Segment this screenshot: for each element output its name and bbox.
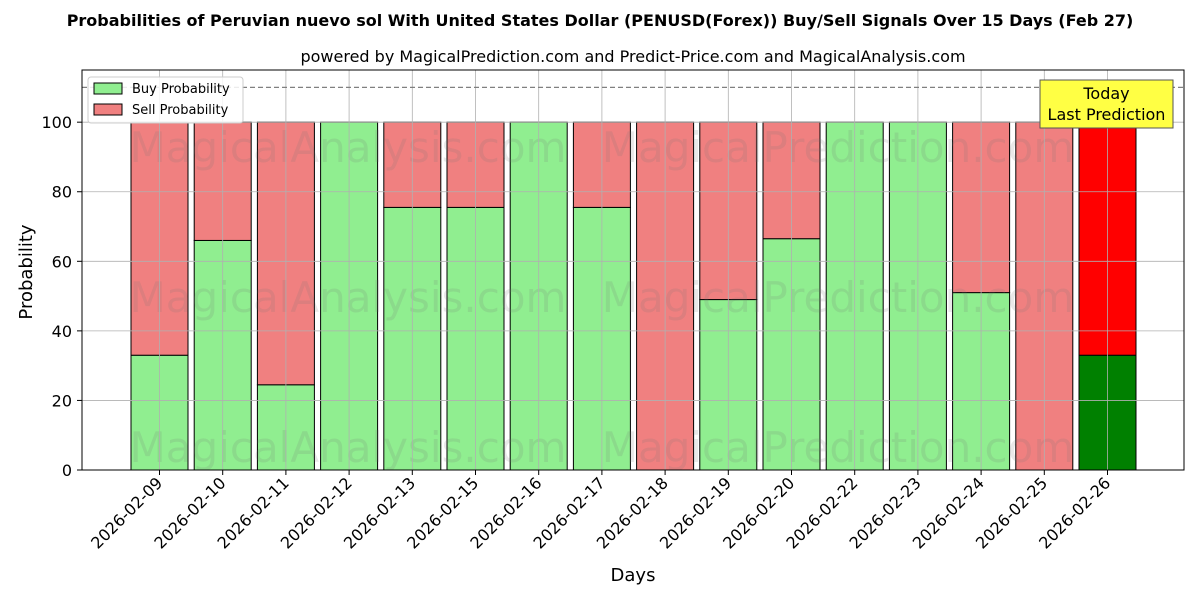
watermark-text: MagicalAnalysis.com (130, 273, 567, 322)
legend-box (87, 76, 244, 124)
y-tick-label: 20 (52, 391, 72, 410)
today-annotation-line1: Today (1082, 84, 1129, 103)
y-tick-label: 60 (52, 252, 72, 271)
chart-title: Probabilities of Peruvian nuevo sol With… (67, 11, 1134, 30)
legend-swatch (93, 82, 123, 95)
y-tick-label: 40 (52, 322, 72, 341)
watermark-text: MagicalPrediction.com (602, 123, 1075, 172)
x-axis-label: Days (611, 565, 656, 586)
legend-label: Buy Probability (132, 82, 230, 97)
today-annotation-box (1039, 79, 1174, 129)
watermark-text: MagicalPrediction.com (602, 273, 1075, 322)
legend-swatch (93, 103, 123, 116)
y-tick-label: 100 (41, 113, 72, 132)
watermark-text: MagicalAnalysis.com (130, 423, 567, 472)
today-annotation-line2: Last Prediction (1048, 105, 1166, 124)
y-tick-label: 80 (52, 183, 72, 202)
y-tick-label: 0 (62, 461, 72, 480)
plot-area: MagicalAnalysis.com MagicalPrediction.com… (41, 69, 1185, 553)
watermark-text: MagicalAnalysis.com (130, 123, 567, 172)
y-axis-label: Probability (16, 224, 37, 319)
chart-subtitle: powered by MagicalPrediction.com and Pre… (300, 47, 965, 66)
plot-frame (81, 69, 1185, 471)
legend-label: Sell Probability (132, 103, 229, 118)
watermark-text: MagicalPrediction.com (602, 423, 1075, 472)
